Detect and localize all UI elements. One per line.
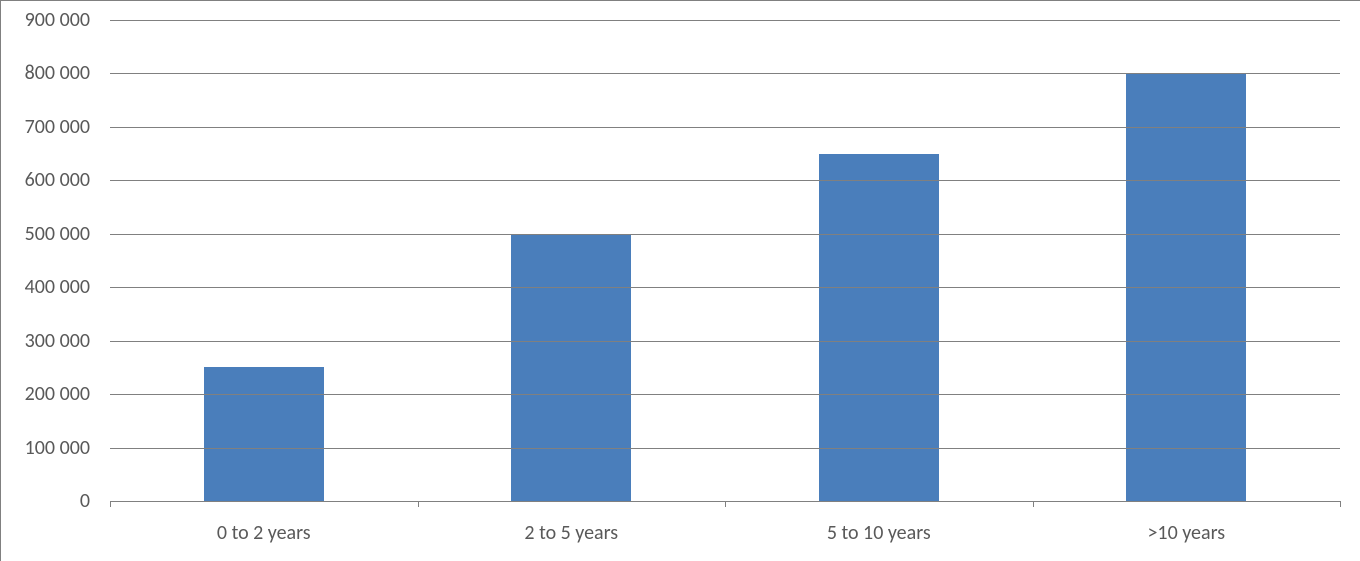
y-axis-tick-label: 800 000 — [25, 61, 90, 85]
bar — [819, 154, 939, 501]
gridline — [110, 287, 1340, 288]
plot-area — [110, 20, 1340, 501]
gridline — [110, 448, 1340, 449]
x-axis-tick — [110, 501, 111, 507]
x-axis-tick-label: 2 to 5 years — [418, 511, 726, 561]
bar — [204, 367, 324, 501]
bar-slot — [1033, 20, 1341, 501]
bar — [511, 234, 631, 501]
y-axis-tick-label: 500 000 — [25, 222, 90, 246]
bar-slot — [725, 20, 1033, 501]
x-axis-tick — [725, 501, 726, 507]
gridline — [110, 73, 1340, 74]
x-axis-tick — [418, 501, 419, 507]
x-axis-tick — [1340, 501, 1341, 507]
y-axis-tick-label: 900 000 — [25, 8, 90, 32]
gridline — [110, 341, 1340, 342]
x-axis-labels: 0 to 2 years2 to 5 years5 to 10 years>10… — [110, 511, 1340, 561]
y-axis-tick-label: 0 — [80, 489, 90, 513]
bars-area — [110, 20, 1340, 501]
gridline — [110, 394, 1340, 395]
y-axis-tick-label: 100 000 — [25, 436, 90, 460]
y-axis-tick-label: 200 000 — [25, 382, 90, 406]
y-axis-tick-label: 600 000 — [25, 168, 90, 192]
x-axis-tick-label: 0 to 2 years — [110, 511, 418, 561]
y-axis-tick-label: 400 000 — [25, 275, 90, 299]
bar-slot — [418, 20, 726, 501]
gridline — [110, 180, 1340, 181]
x-axis-tick-label: 5 to 10 years — [725, 511, 1033, 561]
gridline — [110, 234, 1340, 235]
x-axis-tick — [1033, 501, 1034, 507]
gridline — [110, 127, 1340, 128]
y-axis-tick-label: 300 000 — [25, 329, 90, 353]
y-axis-labels: 0 100 000 200 000 300 000 400 000 500 000 600 … — [0, 0, 100, 561]
y-axis-tick-label: 700 000 — [25, 115, 90, 139]
bar-slot — [110, 20, 418, 501]
x-axis-tick-label: >10 years — [1033, 511, 1341, 561]
gridline — [110, 20, 1340, 21]
bar-chart: 0 100 000 200 000 300 000 400 000 500 000 600 … — [0, 0, 1360, 561]
chart-border-top — [0, 0, 1360, 1]
